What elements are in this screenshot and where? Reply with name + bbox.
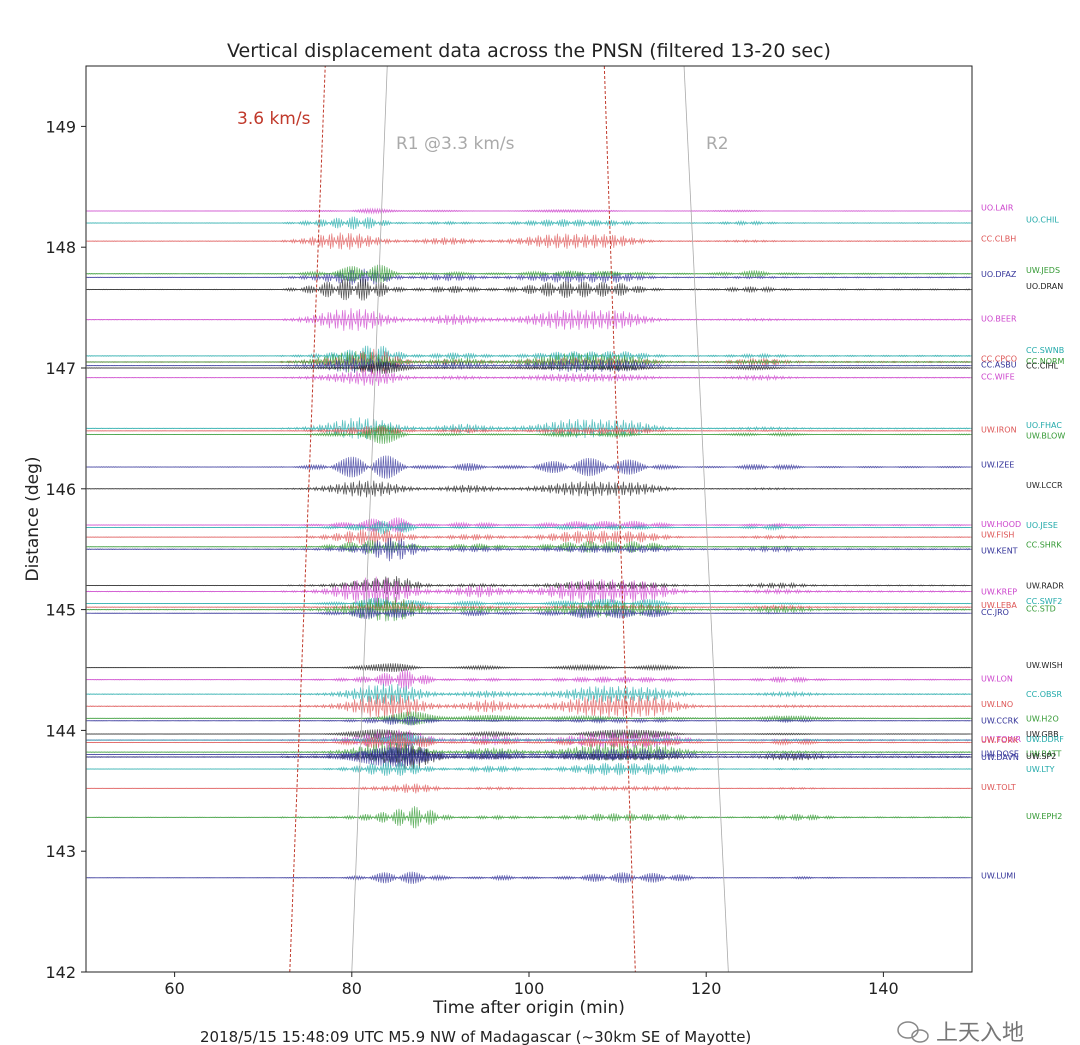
station-label: UW.LNO	[981, 700, 1013, 709]
station-label: UW.IRON	[981, 426, 1017, 435]
station-label: CC.NORM	[1026, 357, 1065, 366]
station-label: UO.FHAC	[1026, 421, 1062, 430]
station-label: CC.OBSR	[1026, 690, 1062, 699]
x-tick-label: 120	[691, 979, 722, 998]
wechat-icon	[897, 1021, 929, 1043]
station-labels: UO.LAIR UO.CHIL CC.CLBH UO.DFAZ UW.JEDS UO.DR…	[981, 203, 1065, 880]
chart-title: Vertical displacement data across the PN…	[227, 40, 831, 62]
station-label: UW.WISH	[1026, 661, 1063, 670]
velocity-line	[603, 65, 636, 973]
station-label: UW.FORK	[981, 736, 1019, 745]
station-label: CC.STD	[1026, 604, 1056, 613]
station-label: UW.RADR	[1026, 581, 1064, 590]
station-label: UW.TOWR	[981, 735, 1021, 744]
station-label: UW.LTY	[1026, 765, 1055, 774]
x-axis: 60 80 100 120 140	[164, 972, 899, 998]
station-label: CC.SWNB	[1026, 346, 1064, 355]
x-tick-label: 60	[164, 979, 184, 998]
y-tick-label: 147	[45, 359, 76, 378]
velocity-line	[683, 65, 729, 973]
station-label: UO.CHIL	[1026, 215, 1059, 224]
station-label: UW.H2O	[1026, 714, 1059, 723]
station-label: CC.WIFE	[981, 372, 1015, 381]
station-label: CC.JRO	[981, 608, 1009, 617]
station-label: UW.DDRF	[1026, 735, 1064, 744]
station-label: UW.BLOW	[1026, 432, 1065, 441]
watermark-text: 上天入地	[936, 1021, 1024, 1045]
station-label: UW.LEBA	[981, 601, 1017, 610]
waveform-traces	[86, 207, 972, 884]
velocity-lines	[289, 65, 729, 973]
y-tick-label: 149	[45, 117, 76, 136]
velocity-labels: 3.6 km/s R1 @3.3 km/s R2	[237, 109, 729, 154]
y-tick-label: 148	[45, 238, 76, 257]
station-label: UW.TOLT	[981, 783, 1016, 792]
event-caption: 2018/5/15 15:48:09 UTC M5.9 NW of Madaga…	[200, 1028, 751, 1045]
velocity-label: 3.6 km/s	[237, 109, 311, 129]
x-tick-label: 80	[342, 979, 362, 998]
y-tick-label: 146	[45, 480, 76, 499]
station-label: UW.DOSE	[981, 749, 1019, 758]
station-label: CC.CLBH	[981, 235, 1016, 244]
y-axis: 142 143 144 145 146 147 148 149	[45, 117, 86, 982]
station-label: UW.KREP	[981, 587, 1017, 596]
station-label: UO.JESE	[1026, 521, 1058, 530]
velocity-line	[351, 65, 388, 973]
station-label: UW.LON	[981, 674, 1013, 683]
y-tick-label: 144	[45, 721, 76, 740]
station-label: CC.ASBU	[981, 360, 1017, 369]
station-label: UW.GBB	[1026, 730, 1059, 739]
station-label: UW.LUMI	[981, 871, 1016, 880]
station-label: UO.LAIR	[981, 203, 1014, 212]
station-label: UO.BEER	[981, 314, 1017, 323]
x-tick-label: 140	[868, 979, 899, 998]
x-axis-label: Time after origin (min)	[432, 998, 625, 1018]
station-label: UW.CCRK	[981, 717, 1019, 726]
station-label: UO.DFAZ	[981, 270, 1017, 279]
watermark: 上天入地	[897, 1021, 1024, 1045]
station-label: UW.FISH	[981, 531, 1014, 540]
station-label: UW.IZEE	[981, 461, 1014, 470]
velocity-line	[289, 65, 326, 973]
station-label: CC.SHRK	[1026, 540, 1062, 549]
x-tick-label: 100	[514, 979, 545, 998]
velocity-label: R2	[706, 134, 729, 154]
y-axis-label: Distance (deg)	[23, 456, 43, 581]
station-label: UW.LCCR	[1026, 481, 1063, 490]
station-label: UO.DRAN	[1026, 282, 1063, 291]
plot-frame	[85, 65, 973, 973]
station-label: UW.KENT	[981, 546, 1018, 555]
y-tick-label: 145	[45, 601, 76, 620]
y-tick-label: 143	[45, 842, 76, 861]
station-label: UW.DAVN	[981, 753, 1019, 762]
station-label: CC.CIHL	[1026, 362, 1059, 371]
station-label: UW.EPH2	[1026, 812, 1062, 821]
station-label: UW.HOOD	[981, 520, 1021, 529]
velocity-label: R1 @3.3 km/s	[396, 134, 515, 154]
y-tick-label: 142	[45, 963, 76, 982]
station-label: UW.SP2	[1026, 752, 1056, 761]
station-label: CC.CPCO	[981, 354, 1017, 363]
station-label: UW.BATT	[1026, 749, 1061, 758]
station-label: CC.SWF2	[1026, 597, 1062, 606]
station-label: UW.JEDS	[1026, 266, 1060, 275]
